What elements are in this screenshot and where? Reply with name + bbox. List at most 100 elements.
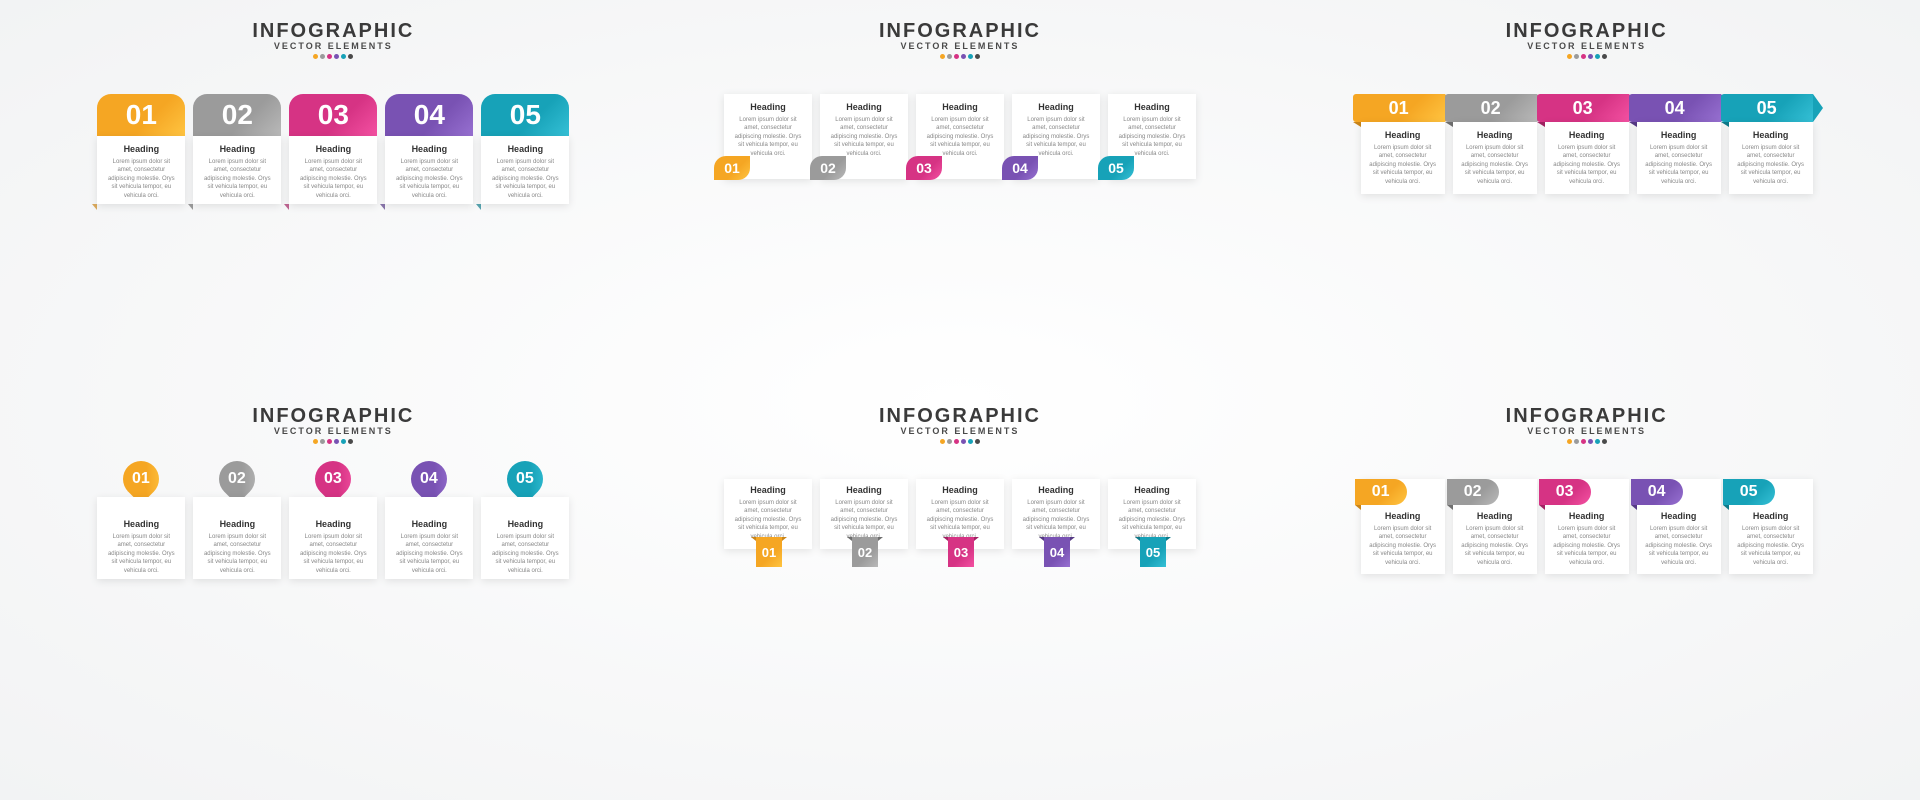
step-heading: Heading xyxy=(297,144,369,154)
step-card: Heading Lorem ipsum dolor sit amet, cons… xyxy=(916,94,1004,179)
step-number: 04 xyxy=(1631,479,1683,505)
step-card: 04 Heading Lorem ipsum dolor sit amet, c… xyxy=(385,479,473,579)
step-body: Lorem ipsum dolor sit amet, consectetur … xyxy=(105,158,177,200)
step-number: 03 xyxy=(948,537,974,567)
step-number: 01 xyxy=(1353,94,1445,122)
step-number: 01 xyxy=(756,537,782,567)
step-heading: Heading xyxy=(297,519,369,529)
step-heading: Heading xyxy=(1553,130,1621,140)
step-card: Heading Lorem ipsum dolor sit amet, cons… xyxy=(820,94,908,179)
step-body: Lorem ipsum dolor sit amet, consectetur … xyxy=(393,533,465,575)
panel-title: INFOGRAPHIC VECTOR ELEMENTS xyxy=(252,405,414,444)
step-body: Lorem ipsum dolor sit amet, consectetur … xyxy=(1737,525,1805,567)
step-heading: Heading xyxy=(1116,485,1188,495)
step-body: Lorem ipsum dolor sit amet, consectetur … xyxy=(1020,499,1092,541)
step-body: Lorem ipsum dolor sit amet, consectetur … xyxy=(828,116,900,158)
step-number: 02 xyxy=(193,94,281,136)
title-main: INFOGRAPHIC xyxy=(1506,405,1668,428)
step-number: 03 xyxy=(906,156,942,180)
step-body: Lorem ipsum dolor sit amet, consectetur … xyxy=(1461,525,1529,567)
step-card: 05 Heading Lorem ipsum dolor sit amet, c… xyxy=(1729,479,1813,574)
step-number: 04 xyxy=(385,94,473,136)
title-sub: VECTOR ELEMENTS xyxy=(252,41,414,51)
step-card: 01 Heading Lorem ipsum dolor sit amet, c… xyxy=(1361,94,1445,194)
step-heading: Heading xyxy=(393,144,465,154)
step-body: Lorem ipsum dolor sit amet, consectetur … xyxy=(1553,525,1621,567)
steps-row: 01 Heading Lorem ipsum dolor sit amet, c… xyxy=(97,479,569,579)
step-number: 03 xyxy=(1539,479,1591,505)
steps-row: Heading Lorem ipsum dolor sit amet, cons… xyxy=(724,94,1196,179)
dots-icon xyxy=(252,54,414,59)
step-heading: Heading xyxy=(1020,102,1092,112)
step-heading: Heading xyxy=(732,102,804,112)
step-card: Heading Lorem ipsum dolor sit amet, cons… xyxy=(724,94,812,179)
infographic-panel: INFOGRAPHIC VECTOR ELEMENTS 01 Heading L… xyxy=(30,405,637,780)
step-heading: Heading xyxy=(1737,130,1805,140)
steps-row: 01 Heading Lorem ipsum dolor sit amet, c… xyxy=(1361,94,1813,194)
panel-title: INFOGRAPHIC VECTOR ELEMENTS xyxy=(1506,20,1668,59)
title-sub: VECTOR ELEMENTS xyxy=(879,41,1041,51)
infographic-panel: INFOGRAPHIC VECTOR ELEMENTS 01 Heading L… xyxy=(30,20,637,395)
step-heading: Heading xyxy=(1645,130,1713,140)
step-number: 03 xyxy=(1537,94,1629,122)
step-number: 02 xyxy=(1447,479,1499,505)
dots-icon xyxy=(252,439,414,444)
step-number: 01 xyxy=(97,94,185,136)
step-card: 03 Heading Lorem ipsum dolor sit amet, c… xyxy=(1545,479,1629,574)
step-number: 05 xyxy=(1721,94,1813,122)
title-main: INFOGRAPHIC xyxy=(1506,20,1668,43)
step-card: 03 Heading Lorem ipsum dolor sit amet, c… xyxy=(1545,94,1629,194)
step-card: 03 Heading Lorem ipsum dolor sit amet, c… xyxy=(289,479,377,579)
step-card: Heading Lorem ipsum dolor sit amet, cons… xyxy=(1012,479,1100,549)
step-body: Lorem ipsum dolor sit amet, consectetur … xyxy=(1369,144,1437,186)
title-sub: VECTOR ELEMENTS xyxy=(1506,41,1668,51)
step-body: Lorem ipsum dolor sit amet, consectetur … xyxy=(1116,499,1188,541)
infographic-panel: INFOGRAPHIC VECTOR ELEMENTS Heading Lore… xyxy=(657,405,1264,780)
step-card: 01 Heading Lorem ipsum dolor sit amet, c… xyxy=(97,94,185,204)
title-main: INFOGRAPHIC xyxy=(879,20,1041,43)
step-heading: Heading xyxy=(828,102,900,112)
step-number: 01 xyxy=(714,156,750,180)
step-heading: Heading xyxy=(489,519,561,529)
step-card: Heading Lorem ipsum dolor sit amet, cons… xyxy=(724,479,812,549)
step-card: 01 Heading Lorem ipsum dolor sit amet, c… xyxy=(1361,479,1445,574)
step-body: Lorem ipsum dolor sit amet, consectetur … xyxy=(489,533,561,575)
step-heading: Heading xyxy=(393,519,465,529)
panel-title: INFOGRAPHIC VECTOR ELEMENTS xyxy=(1506,405,1668,444)
step-heading: Heading xyxy=(828,485,900,495)
dots-icon xyxy=(1506,54,1668,59)
step-heading: Heading xyxy=(924,485,996,495)
step-body: Lorem ipsum dolor sit amet, consectetur … xyxy=(1553,144,1621,186)
step-card: 02 Heading Lorem ipsum dolor sit amet, c… xyxy=(193,479,281,579)
step-card: Heading Lorem ipsum dolor sit amet, cons… xyxy=(820,479,908,549)
step-card: Heading Lorem ipsum dolor sit amet, cons… xyxy=(1108,479,1196,549)
infographic-panel: INFOGRAPHIC VECTOR ELEMENTS Heading Lore… xyxy=(657,20,1264,395)
step-heading: Heading xyxy=(201,144,273,154)
step-heading: Heading xyxy=(1645,511,1713,521)
step-body: Lorem ipsum dolor sit amet, consectetur … xyxy=(1737,144,1805,186)
step-body: Lorem ipsum dolor sit amet, consectetur … xyxy=(1020,116,1092,158)
step-body: Lorem ipsum dolor sit amet, consectetur … xyxy=(393,158,465,200)
step-number: 02 xyxy=(810,156,846,180)
step-number: 05 xyxy=(1140,537,1166,567)
step-body: Lorem ipsum dolor sit amet, consectetur … xyxy=(924,116,996,158)
step-heading: Heading xyxy=(201,519,273,529)
step-body: Lorem ipsum dolor sit amet, consectetur … xyxy=(297,533,369,575)
step-card: 02 Heading Lorem ipsum dolor sit amet, c… xyxy=(1453,479,1537,574)
step-card: 05 Heading Lorem ipsum dolor sit amet, c… xyxy=(481,479,569,579)
step-number: 05 xyxy=(1723,479,1775,505)
step-heading: Heading xyxy=(489,144,561,154)
panel-title: INFOGRAPHIC VECTOR ELEMENTS xyxy=(252,20,414,59)
step-heading: Heading xyxy=(105,144,177,154)
panel-title: INFOGRAPHIC VECTOR ELEMENTS xyxy=(879,20,1041,59)
step-card: 04 Heading Lorem ipsum dolor sit amet, c… xyxy=(1637,94,1721,194)
step-card: 05 Heading Lorem ipsum dolor sit amet, c… xyxy=(1729,94,1813,194)
step-body: Lorem ipsum dolor sit amet, consectetur … xyxy=(201,158,273,200)
title-main: INFOGRAPHIC xyxy=(252,20,414,43)
step-heading: Heading xyxy=(1116,102,1188,112)
step-card: 01 Heading Lorem ipsum dolor sit amet, c… xyxy=(97,479,185,579)
step-number: 02 xyxy=(852,537,878,567)
step-heading: Heading xyxy=(1020,485,1092,495)
steps-row: 01 Heading Lorem ipsum dolor sit amet, c… xyxy=(97,94,569,204)
steps-row: Heading Lorem ipsum dolor sit amet, cons… xyxy=(724,479,1196,549)
